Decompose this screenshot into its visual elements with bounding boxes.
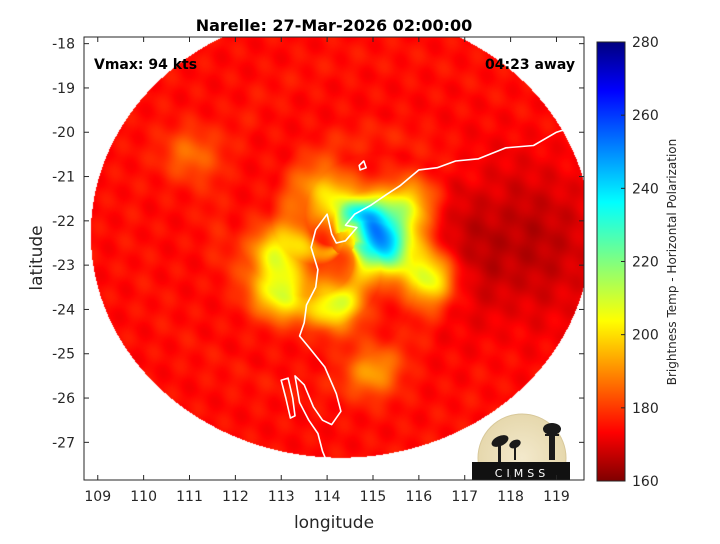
colorbar-ticks: 160 180 200 220 240 260 280 <box>621 35 659 490</box>
x-tick-label: 110 <box>130 489 157 505</box>
colorbar <box>596 41 626 482</box>
y-tick-label: -21 <box>52 170 75 186</box>
cimss-logo: CIMSS <box>472 413 570 480</box>
x-tick-label: 109 <box>84 489 111 505</box>
y-tick-label: -19 <box>52 81 75 97</box>
x-tick-label: 115 <box>360 489 387 505</box>
x-tick-label: 111 <box>176 489 203 505</box>
x-tick-label: 119 <box>543 489 570 505</box>
x-tick-label: 113 <box>268 489 295 505</box>
y-tick-label: -27 <box>52 435 75 451</box>
plot-frame <box>83 36 585 481</box>
vmax-annotation: Vmax: 94 kts <box>94 57 197 73</box>
colorbar-tick-label: 160 <box>632 474 659 490</box>
y-tick-label: -26 <box>52 391 75 407</box>
y-tick-label: -23 <box>52 258 75 274</box>
x-tick-label: 117 <box>451 489 478 505</box>
colorbar-label: Brightness Temp - Horizontal Polarizatio… <box>665 139 679 386</box>
colorbar-tick-label: 240 <box>632 181 659 197</box>
x-tick-label: 116 <box>405 489 432 505</box>
x-tick-label: 114 <box>314 489 341 505</box>
svg-text:CIMSS: CIMSS <box>495 467 549 480</box>
y-tick-label: -20 <box>52 125 75 141</box>
away-annotation: 04:23 away <box>485 57 575 73</box>
x-tick-label: 112 <box>222 489 249 505</box>
y-tick-label: -24 <box>52 302 75 318</box>
y-axis: -18 -19 -20 -21 -22 -23 -24 -25 -26 -27 <box>52 37 584 451</box>
coastline-layer <box>280 127 584 480</box>
brightness-temp-image <box>84 37 584 480</box>
island-outline <box>358 160 367 171</box>
chart-title: Narelle: 27-Mar-2026 02:00:00 <box>196 16 473 35</box>
colorbar-tick-label: 180 <box>632 401 659 417</box>
x-tick-label: 118 <box>497 489 524 505</box>
colorbar-tick-label: 260 <box>632 108 659 124</box>
x-axis-label: longitude <box>294 513 374 533</box>
colorbar-tick-label: 280 <box>632 35 659 51</box>
y-tick-label: -18 <box>52 37 75 53</box>
island-outline <box>280 377 296 419</box>
coastline <box>294 127 584 480</box>
y-tick-label: -25 <box>52 347 75 363</box>
y-axis-label: latitude <box>27 225 47 290</box>
x-axis: 109 110 111 112 113 114 115 116 117 118 119 <box>84 37 570 505</box>
y-tick-label: -22 <box>52 214 75 230</box>
colorbar-tick-label: 220 <box>632 255 659 271</box>
colorbar-tick-label: 200 <box>632 328 659 344</box>
